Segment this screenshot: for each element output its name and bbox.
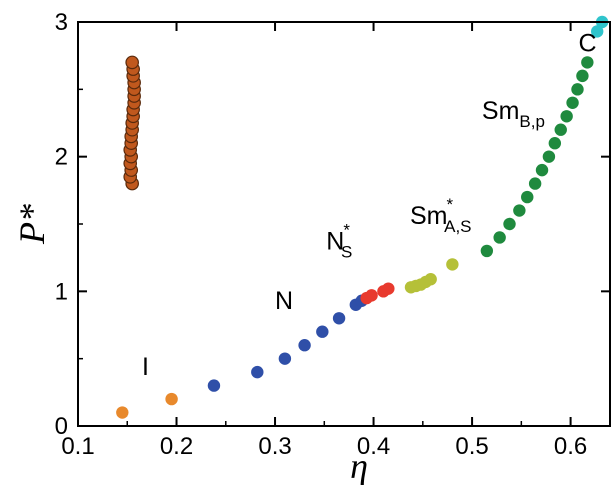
data-point bbox=[535, 163, 549, 177]
data-point bbox=[332, 312, 346, 325]
y-axis-label-text: P* bbox=[12, 204, 52, 245]
label-NS: N* S bbox=[326, 221, 352, 262]
label-SmBp-sub: B,p bbox=[519, 112, 545, 131]
data-point bbox=[298, 339, 311, 352]
label-SmBp-main: Sm bbox=[482, 97, 519, 125]
label-I-main: I bbox=[142, 353, 149, 381]
data-point bbox=[503, 217, 516, 231]
data-point bbox=[571, 83, 584, 96]
data-point bbox=[424, 273, 437, 286]
label-NS-sub: S bbox=[341, 243, 352, 262]
data-point bbox=[581, 56, 594, 69]
data-point bbox=[521, 190, 534, 204]
label-C-main: C bbox=[578, 30, 596, 58]
data-point bbox=[493, 231, 506, 244]
label-SmAS-sup: * bbox=[447, 195, 454, 214]
data-point bbox=[542, 150, 556, 163]
data-point bbox=[480, 244, 494, 258]
x-tick-label: 0.5 bbox=[455, 433, 488, 460]
data-point bbox=[560, 110, 573, 123]
label-SmAS-sub: A,S bbox=[444, 217, 471, 236]
data-point bbox=[528, 177, 542, 190]
label-N: N bbox=[275, 287, 293, 315]
data-point bbox=[251, 365, 264, 379]
label-NS-sup: * bbox=[343, 221, 350, 240]
data-point bbox=[116, 406, 129, 419]
data-points bbox=[116, 15, 609, 419]
x-tick-label: 0.1 bbox=[61, 433, 94, 460]
y-tick-label: 2 bbox=[55, 144, 68, 171]
label-N-main: N bbox=[275, 287, 293, 315]
label-SmBp: SmB,p bbox=[482, 97, 545, 131]
x-tick-label: 0.4 bbox=[357, 433, 390, 460]
data-point bbox=[365, 289, 378, 302]
data-point bbox=[278, 352, 292, 365]
x-axis-label: η bbox=[350, 446, 368, 485]
label-NS-main: N bbox=[326, 228, 344, 256]
y-axis-label: P* bbox=[12, 204, 52, 245]
label-C: C bbox=[578, 30, 596, 58]
axis-ticks: 0.1 0.2 0.3 0.4 0.5 0.6 0 1 2 3 bbox=[55, 9, 610, 460]
x-tick-label: 0.2 bbox=[160, 433, 193, 460]
label-SmAS-main: Sm bbox=[410, 202, 448, 230]
data-point bbox=[207, 379, 221, 392]
data-point bbox=[382, 282, 395, 295]
x-tick-label: 0.6 bbox=[554, 433, 587, 460]
y-tick-label: 3 bbox=[55, 9, 68, 36]
data-point bbox=[125, 55, 139, 70]
data-point bbox=[554, 123, 567, 136]
data-point bbox=[316, 325, 329, 338]
y-tick-label: 0 bbox=[55, 413, 68, 440]
y-tick-label: 1 bbox=[55, 278, 68, 305]
data-point bbox=[566, 96, 579, 110]
x-tick-label: 0.3 bbox=[258, 433, 291, 460]
data-point bbox=[165, 392, 178, 406]
data-point bbox=[590, 25, 604, 38]
data-point bbox=[548, 137, 562, 150]
data-point bbox=[513, 204, 526, 217]
label-SmAS: Sm* A,S bbox=[410, 195, 472, 236]
data-point bbox=[446, 258, 459, 271]
data-point bbox=[576, 69, 589, 83]
label-I: I bbox=[142, 353, 149, 381]
